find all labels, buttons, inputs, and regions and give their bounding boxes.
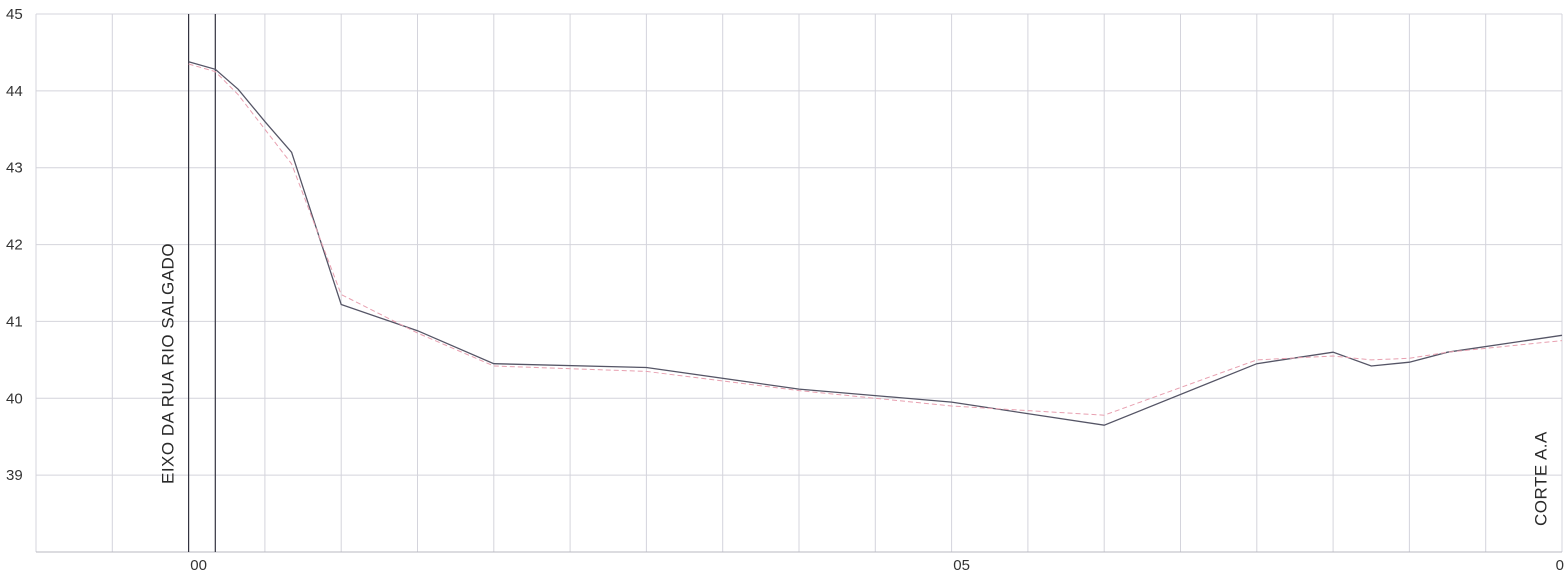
series-line-1 [188, 61, 1563, 426]
annotations: EIXO DA RUA RIO SALGADO CORTE A.A [158, 243, 1550, 526]
y-tick-label: 41 [6, 313, 23, 330]
annotation-label: CORTE A.A [1532, 431, 1551, 526]
y-tick-labels: 39 40 41 42 43 44 45 [6, 6, 23, 484]
x-tick-label: 0 [1556, 557, 1564, 574]
y-tick-label: 39 [6, 467, 23, 484]
y-tick-label: 40 [6, 390, 23, 407]
reference-lines [188, 14, 216, 552]
x-tick-label: 05 [953, 557, 970, 574]
y-tick-label: 43 [6, 160, 23, 177]
annotation-label: EIXO DA RUA RIO SALGADO [158, 243, 177, 484]
series-lines [188, 61, 1563, 426]
grid-lines [35, 13, 1563, 553]
y-tick-label: 45 [6, 6, 23, 23]
y-tick-label: 42 [6, 237, 23, 254]
y-tick-label: 44 [6, 83, 23, 100]
series-line-2 [188, 63, 1563, 416]
x-tick-label: 00 [190, 557, 207, 574]
x-tick-labels: 00 05 0 [190, 557, 1564, 574]
